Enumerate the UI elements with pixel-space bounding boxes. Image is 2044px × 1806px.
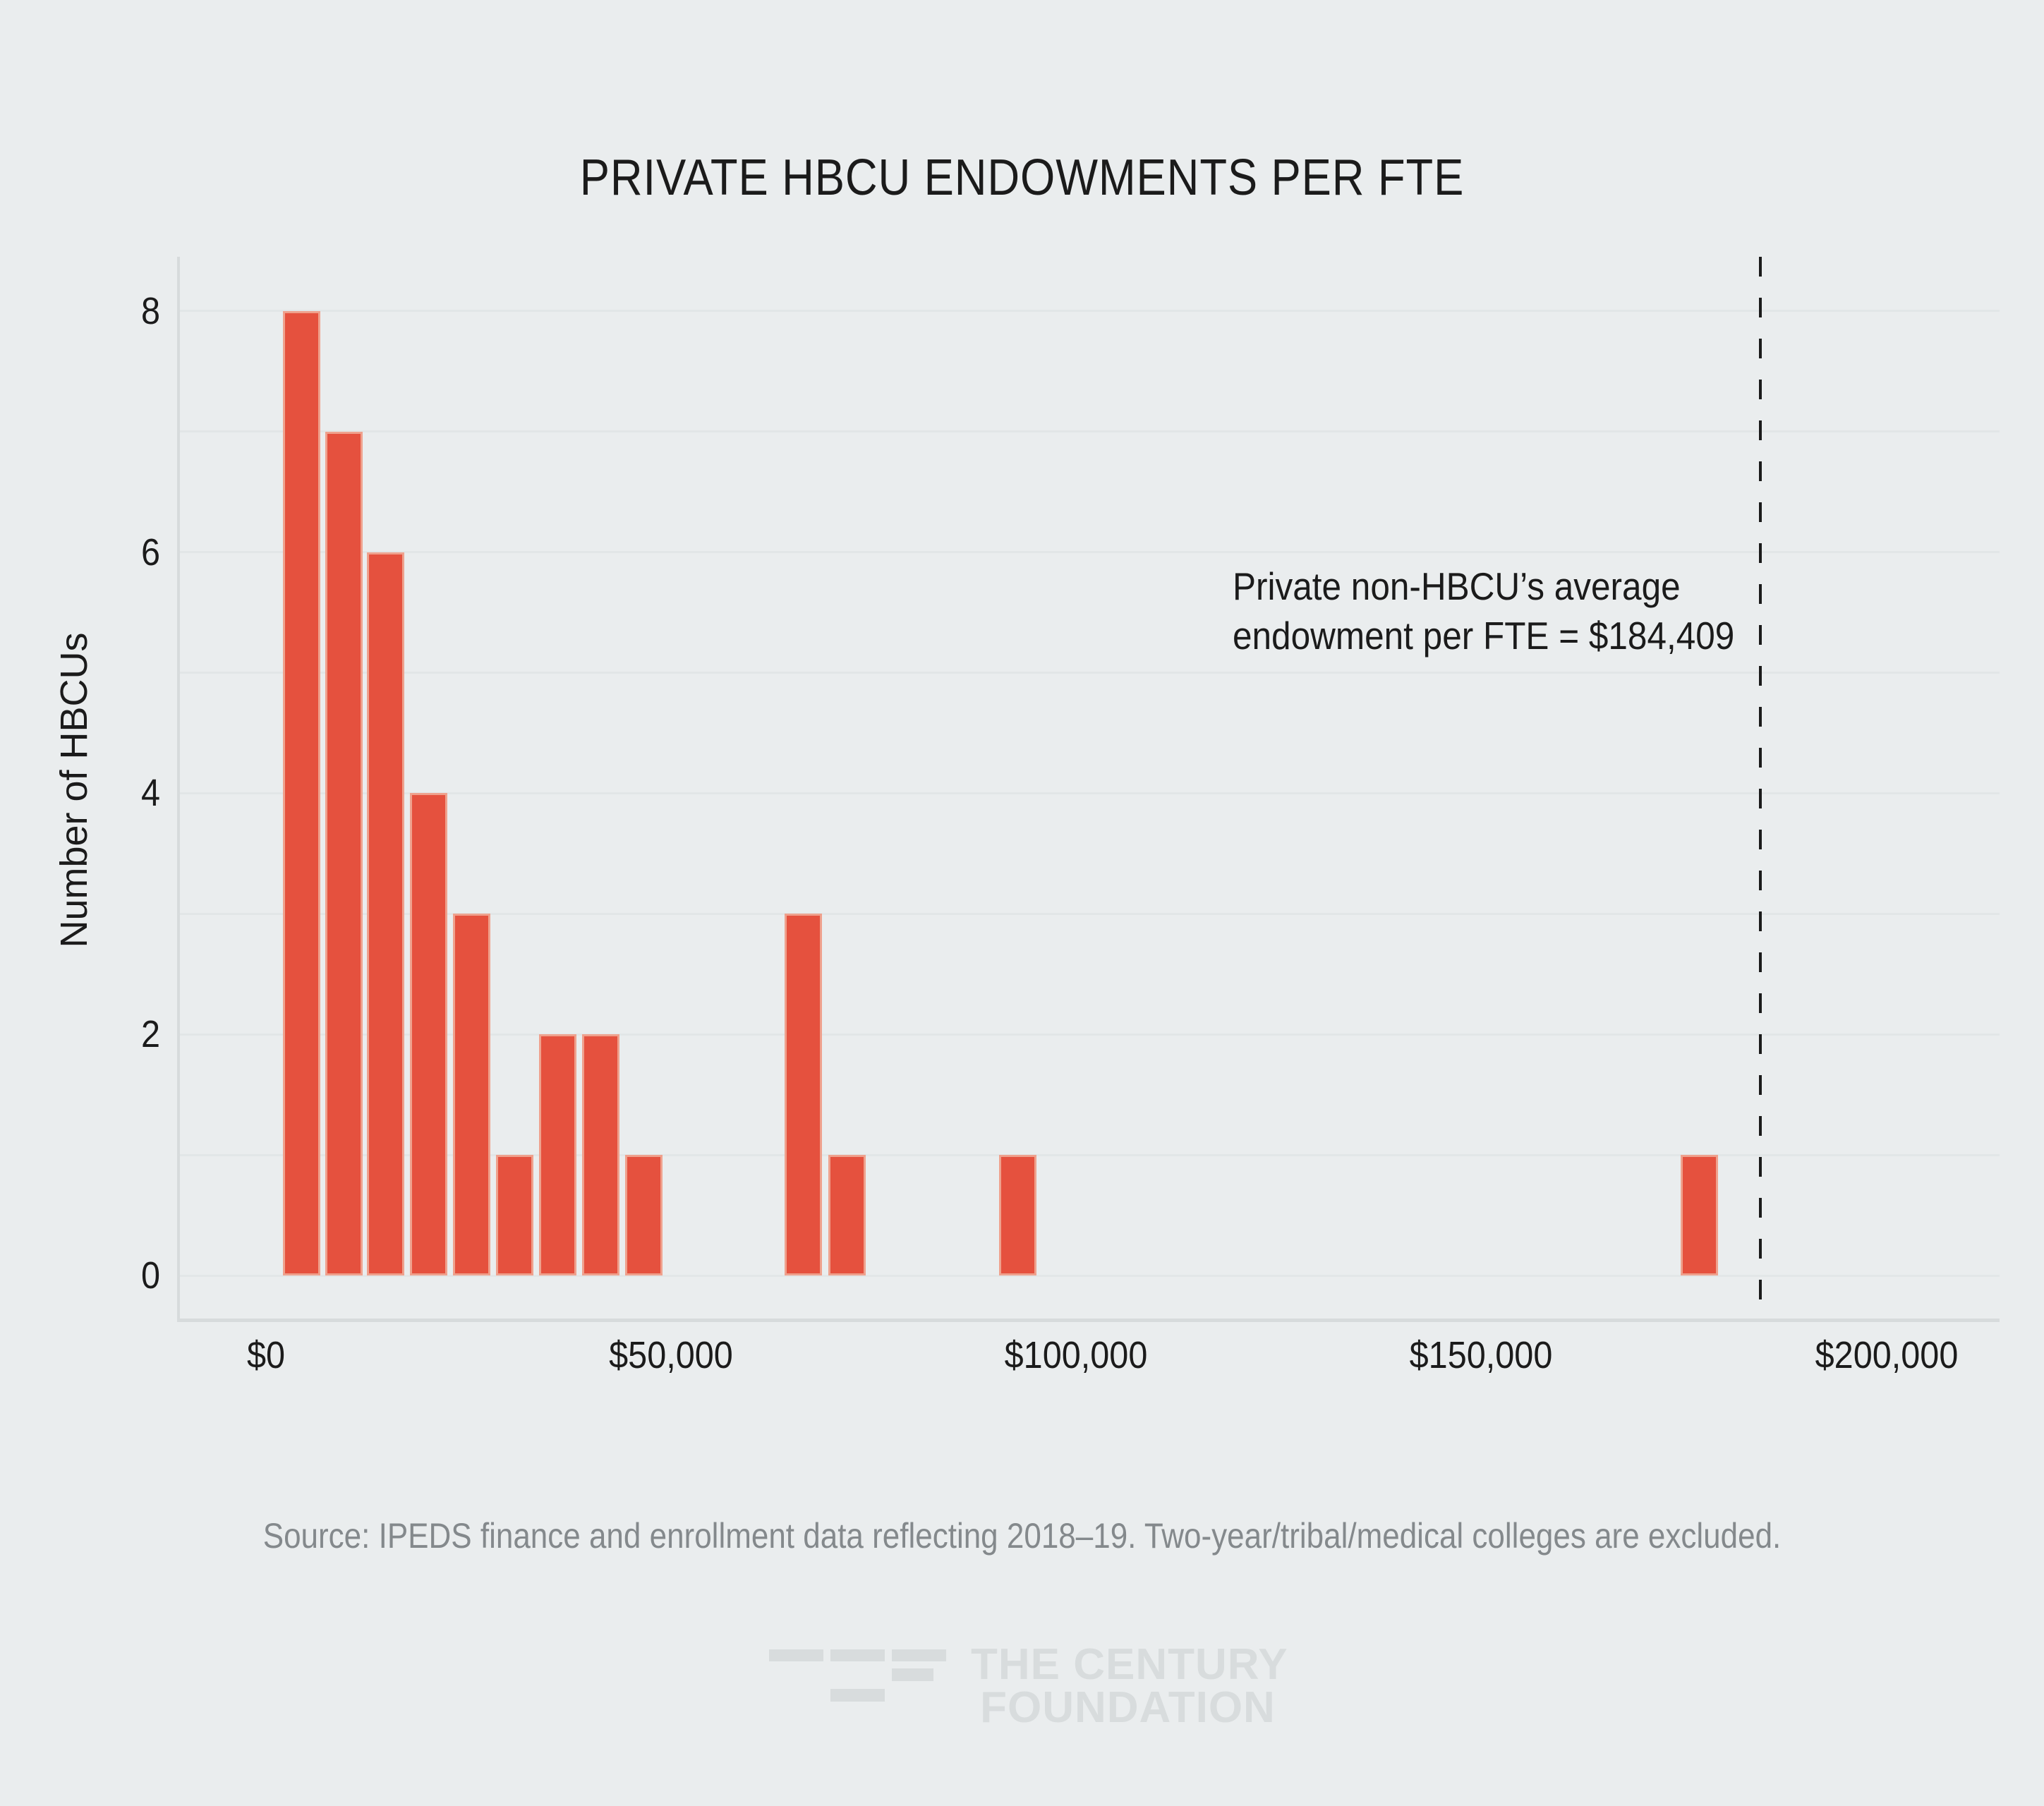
annotation-line-2: endowment per FTE = $184,409	[1233, 614, 1735, 657]
x-axis-line	[179, 1319, 2000, 1322]
logo-mark-bar-icon	[892, 1668, 933, 1681]
histogram-bar	[410, 793, 448, 1275]
gridline	[179, 430, 2000, 433]
logo-line-1: THE CENTURY	[971, 1640, 1288, 1689]
histogram-bar	[496, 1155, 534, 1275]
y-tick-label: 2	[140, 1013, 160, 1056]
histogram-bar	[999, 1155, 1037, 1275]
source-note: Source: IPEDS finance and enrollment dat…	[262, 1516, 1782, 1556]
logo-wordmark: THE CENTURY FOUNDATION	[971, 1640, 1288, 1732]
logo-line-2: FOUNDATION	[980, 1683, 1276, 1732]
gridline	[179, 912, 2000, 915]
y-tick-label: 4	[140, 772, 160, 815]
logo-mark-bar-icon	[769, 1649, 823, 1661]
x-tick-label: $200,000	[1815, 1334, 1958, 1376]
histogram-bar	[828, 1155, 866, 1275]
x-tick-label: $0	[246, 1334, 286, 1376]
gridline	[179, 1274, 2000, 1277]
gridline	[179, 1153, 2000, 1156]
logo-mark-bar-icon	[830, 1649, 885, 1661]
y-tick-label: 0	[140, 1254, 160, 1297]
histogram-bar	[325, 431, 363, 1275]
y-tick-label: 8	[140, 289, 160, 332]
x-tick-label: $150,000	[1410, 1334, 1553, 1376]
gridline	[179, 1033, 2000, 1036]
gridline	[179, 551, 2000, 554]
histogram-bar	[367, 552, 405, 1275]
x-tick-label: $50,000	[609, 1334, 733, 1376]
logo-mark-bar-icon	[892, 1649, 946, 1661]
gridline	[179, 310, 2000, 313]
histogram-bar	[283, 310, 321, 1275]
histogram-bar	[538, 1034, 576, 1275]
histogram-bar	[581, 1034, 619, 1275]
y-tick-label: 6	[140, 531, 160, 574]
histogram-bar	[624, 1155, 663, 1275]
histogram-bar	[1680, 1155, 1718, 1275]
reference-line-annotation: Private non-HBCU’s average endowment per…	[1233, 562, 1734, 660]
histogram-bar	[784, 914, 822, 1275]
chart-title: PRIVATE HBCU ENDOWMENTS PER FTE	[579, 150, 1465, 206]
y-axis-line	[177, 257, 180, 1322]
logo-mark-bar-icon	[830, 1689, 885, 1702]
annotation-line-1: Private non-HBCU’s average	[1233, 564, 1681, 608]
gridline	[179, 672, 2000, 674]
histogram-bar	[453, 914, 491, 1275]
non-hbcu-average-reference-line	[1758, 257, 1762, 1319]
x-tick-label: $100,000	[1004, 1334, 1148, 1376]
gridline	[179, 792, 2000, 794]
